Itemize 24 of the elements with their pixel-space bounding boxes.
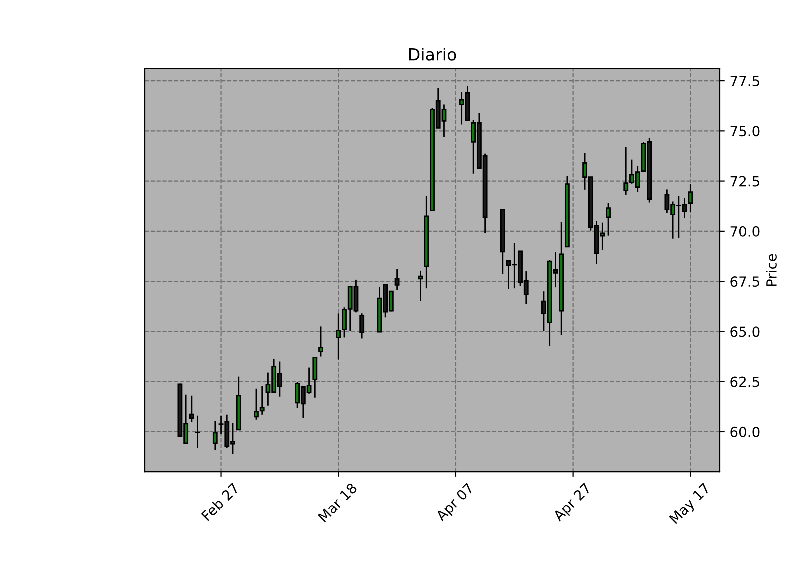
candlestick <box>212 420 218 451</box>
candlestick <box>418 270 424 302</box>
x-tick-label: Feb 27 <box>200 482 240 522</box>
y-tick-label: 77.5 <box>730 76 760 87</box>
x-tick-label: Apr 27 <box>552 482 594 524</box>
y-tick-label: 72.5 <box>730 176 760 187</box>
candlestick <box>360 312 365 340</box>
candlestick <box>606 202 611 237</box>
chart-title: Diario <box>409 48 456 61</box>
candlestick <box>189 395 194 424</box>
x-tick-label: Mar 18 <box>318 482 358 523</box>
y-tick-label: 62.5 <box>730 376 760 388</box>
candlestick <box>318 326 324 358</box>
candlestick <box>195 415 200 449</box>
y-tick-label: 67.5 <box>730 276 760 288</box>
candlestick <box>688 184 694 214</box>
y-tick-label: 75.0 <box>730 126 760 137</box>
y-tick-label: 65.0 <box>730 326 760 338</box>
candlestick <box>394 268 400 291</box>
x-tick-label: Apr 07 <box>435 482 476 524</box>
candlestick <box>312 357 318 399</box>
y-tick-label: 70.0 <box>730 226 760 237</box>
y-tick-label: 60.0 <box>730 426 760 438</box>
y-axis-title: Price <box>766 254 777 286</box>
